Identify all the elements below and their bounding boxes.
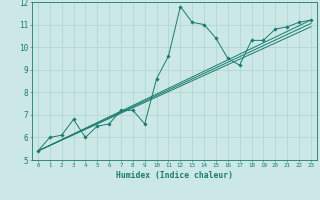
X-axis label: Humidex (Indice chaleur): Humidex (Indice chaleur) [116,171,233,180]
